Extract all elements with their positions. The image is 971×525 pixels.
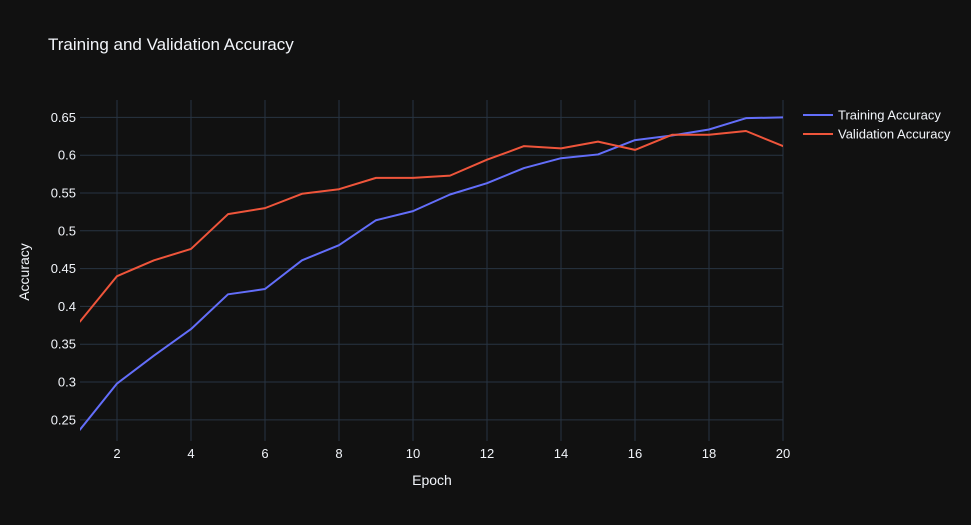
x-tick-label: 20 — [776, 446, 790, 461]
y-tick-label: 0.35 — [51, 337, 76, 352]
y-tick-label: 0.55 — [51, 186, 76, 201]
y-tick-label: 0.3 — [58, 375, 76, 390]
x-tick-label: 16 — [628, 446, 642, 461]
legend-label: Validation Accuracy — [838, 127, 951, 142]
y-tick-label: 0.4 — [58, 299, 76, 314]
x-tick-label: 2 — [113, 446, 120, 461]
y-gridlines — [80, 116, 783, 421]
plot-area — [80, 116, 783, 431]
legend-label: Training Accuracy — [838, 108, 941, 123]
y-tick-label: 0.45 — [51, 261, 76, 276]
x-tick-label: 8 — [335, 446, 342, 461]
x-tick-labels: 2 4 6 8 10 12 14 16 18 20 — [113, 446, 790, 461]
series-line-validation-accuracy[interactable] — [80, 130, 783, 323]
x-tick-label: 12 — [480, 446, 494, 461]
y-tick-label: 0.25 — [51, 412, 76, 427]
y-tick-labels: 0.25 0.3 0.35 0.4 0.45 0.5 0.55 0.6 0.65 — [51, 110, 76, 427]
legend[interactable]: Training Accuracy Validation Accuracy — [803, 108, 951, 142]
y-tick-label: 0.65 — [51, 110, 76, 125]
y-tick-label: 0.6 — [58, 148, 76, 163]
x-tick-label: 18 — [702, 446, 716, 461]
chart-title: Training and Validation Accuracy — [48, 35, 294, 54]
x-tick-label: 14 — [554, 446, 568, 461]
legend-item[interactable]: Training Accuracy — [803, 108, 941, 123]
x-gridlines — [116, 100, 784, 441]
x-tick-label: 4 — [187, 446, 194, 461]
x-tick-label: 6 — [261, 446, 268, 461]
x-tick-label: 10 — [406, 446, 420, 461]
y-tick-label: 0.5 — [58, 223, 76, 238]
legend-item[interactable]: Validation Accuracy — [803, 127, 951, 142]
x-axis-label: Epoch — [412, 472, 452, 488]
y-axis-label: Accuracy — [16, 243, 32, 301]
series-line-training-accuracy[interactable] — [80, 116, 783, 431]
